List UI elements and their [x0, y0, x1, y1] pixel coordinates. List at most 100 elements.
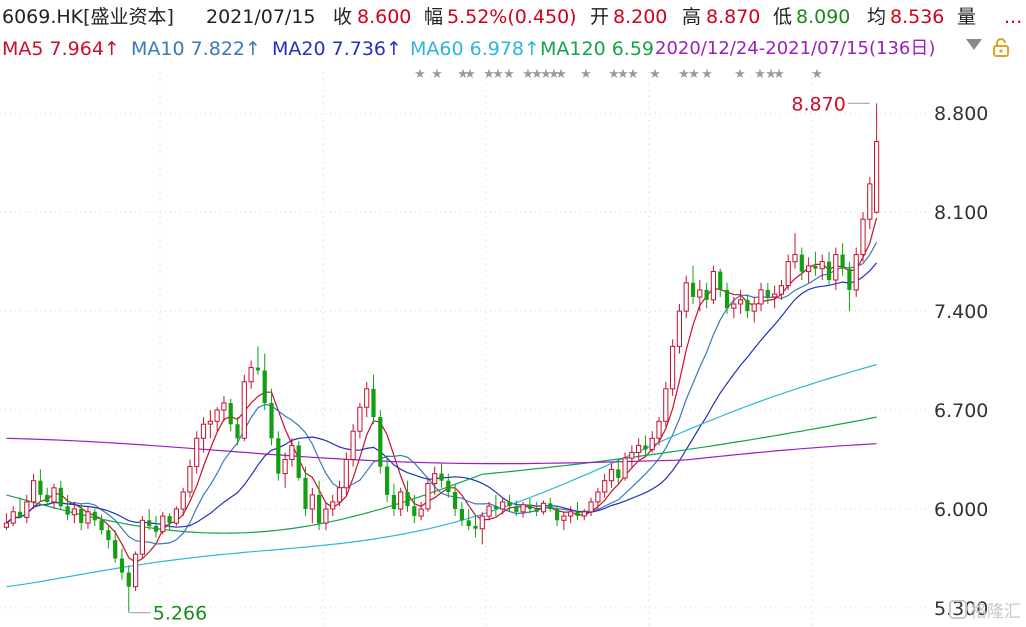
event-star-icon: ★	[701, 67, 713, 82]
ma-line-ma60	[6, 363, 877, 588]
event-star-icon: ★	[548, 67, 560, 82]
candle-body	[840, 254, 845, 269]
candle-body	[697, 289, 703, 298]
candle-body	[514, 506, 519, 512]
event-star-icon: ★	[811, 67, 823, 82]
candle-body	[309, 494, 315, 510]
candle-body	[71, 508, 78, 516]
candle-body	[588, 501, 594, 513]
low-label: 低	[773, 6, 793, 28]
candle-body	[792, 254, 798, 263]
candle-body	[608, 468, 615, 482]
candle-body	[738, 299, 744, 305]
candle-body	[133, 553, 139, 588]
ma120-value: MA120 6.59	[540, 38, 654, 60]
candle-body	[371, 388, 376, 418]
candle-body	[555, 509, 560, 521]
candle-body	[58, 487, 63, 507]
open-value: 8.200	[613, 6, 668, 28]
candle-body	[745, 299, 750, 312]
candle-body	[500, 501, 506, 510]
candle-body	[663, 388, 669, 422]
candle-body	[350, 430, 356, 461]
candle-body	[113, 540, 118, 559]
candle-body	[10, 511, 16, 524]
low-value: 8.090	[796, 6, 851, 28]
candle-body	[255, 367, 260, 371]
candle-body	[778, 285, 784, 295]
candle-body	[432, 473, 438, 485]
event-star-icon: ★	[555, 67, 567, 82]
candle-body	[398, 491, 404, 510]
candle-body	[167, 516, 172, 524]
candle-body	[479, 515, 485, 530]
candle-body	[833, 254, 839, 281]
candle-body	[235, 424, 240, 439]
candle-body	[704, 289, 709, 300]
candle-body	[758, 289, 764, 305]
avg-label: 均	[867, 6, 887, 28]
event-star-icon: ★	[483, 67, 495, 82]
event-star-icon: ★	[522, 67, 534, 82]
event-star-icon: ★	[608, 67, 620, 82]
candle-body	[276, 438, 281, 474]
candle-body	[378, 417, 383, 467]
candle-body	[819, 261, 825, 270]
candle-body	[690, 282, 696, 297]
low-label: 5.266	[153, 603, 207, 625]
candle-body	[540, 502, 547, 513]
candle-body	[323, 508, 329, 524]
candle-body	[581, 511, 587, 517]
candle-body	[303, 477, 308, 509]
candle-body	[670, 345, 676, 390]
candle-body	[772, 293, 778, 298]
y-tick-label: 7.400	[934, 301, 988, 323]
dropdown-triangle-icon[interactable]	[966, 39, 982, 50]
event-star-icon: ★	[580, 67, 592, 82]
candle-body	[139, 519, 146, 555]
candle-body	[357, 406, 363, 432]
candle-body	[534, 509, 539, 512]
candle-body	[710, 271, 716, 301]
stock-code[interactable]: 6069.HK[盛业资本]	[2, 6, 174, 28]
candle-body	[317, 494, 322, 524]
candle-body	[439, 473, 444, 481]
candle-body	[418, 508, 424, 517]
event-star-icon: ★	[734, 67, 746, 82]
candle-body	[636, 444, 642, 453]
open-label: 开	[590, 6, 610, 28]
candle-body	[806, 265, 812, 273]
candle-body	[221, 402, 227, 411]
candle-body	[269, 403, 274, 439]
candle-body	[3, 522, 9, 528]
candle-body	[24, 501, 30, 518]
candle-body	[106, 530, 111, 541]
ma10-value: MA10 7.822↑	[131, 38, 261, 60]
candle-body	[751, 303, 757, 312]
candle-body	[153, 525, 159, 532]
candle-body	[282, 459, 288, 475]
change-label: 幅	[424, 6, 444, 28]
high-label: 8.870	[791, 93, 845, 115]
lock-icon[interactable]	[991, 37, 1011, 57]
candle-body	[486, 505, 492, 517]
candle-body	[860, 218, 866, 255]
event-star-icon: ★	[688, 67, 700, 82]
candle-body	[622, 457, 628, 479]
candle-body	[520, 504, 526, 513]
more-button[interactable]: ...	[1004, 6, 1023, 28]
candle-body	[473, 525, 478, 529]
event-star-icon: ★	[457, 67, 469, 82]
candle-body	[79, 509, 84, 524]
y-tick-label: 6.700	[934, 400, 988, 422]
candle-body	[602, 480, 608, 493]
candle-body	[656, 420, 662, 439]
event-star-icon: ★	[627, 67, 639, 82]
candle-body	[826, 261, 832, 280]
event-star-icon: ★	[678, 67, 690, 82]
ma5-value: MA5 7.964↑	[2, 38, 120, 60]
event-star-icon: ★	[464, 67, 476, 82]
candle-body	[425, 483, 431, 510]
candle-body	[493, 506, 498, 509]
